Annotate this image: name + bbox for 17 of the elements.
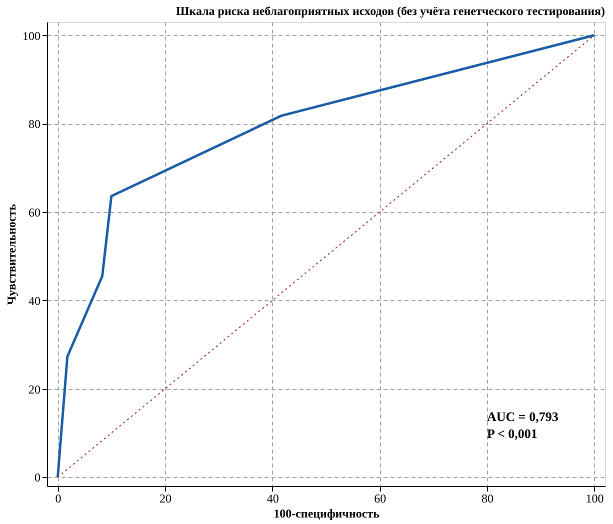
annotation: AUC = 0,793 — [487, 409, 559, 424]
x-tick-label: 100 — [586, 492, 604, 506]
x-tick-label: 40 — [266, 492, 279, 506]
y-tick-label: 80 — [28, 117, 40, 132]
y-tick-label: 0 — [34, 470, 40, 485]
x-axis-title: 100-специфичность — [274, 506, 380, 520]
x-tick-label: 20 — [160, 492, 172, 506]
chart-title: Шкала риска неблагоприятных исходов (без учёта генетческого тестирования) — [176, 4, 605, 18]
x-tick-label: 0 — [55, 492, 62, 506]
y-tick-label: 60 — [28, 206, 40, 220]
y-axis-title: Чувствительность — [4, 203, 18, 305]
y-tick-label: 100 — [22, 28, 40, 43]
y-tick-label: 40 — [28, 294, 40, 308]
y-tick-label: 20 — [28, 382, 40, 396]
x-tick-label: 60 — [374, 492, 386, 506]
annotation: P < 0,001 — [487, 426, 538, 441]
x-tick-label: 80 — [481, 492, 494, 506]
